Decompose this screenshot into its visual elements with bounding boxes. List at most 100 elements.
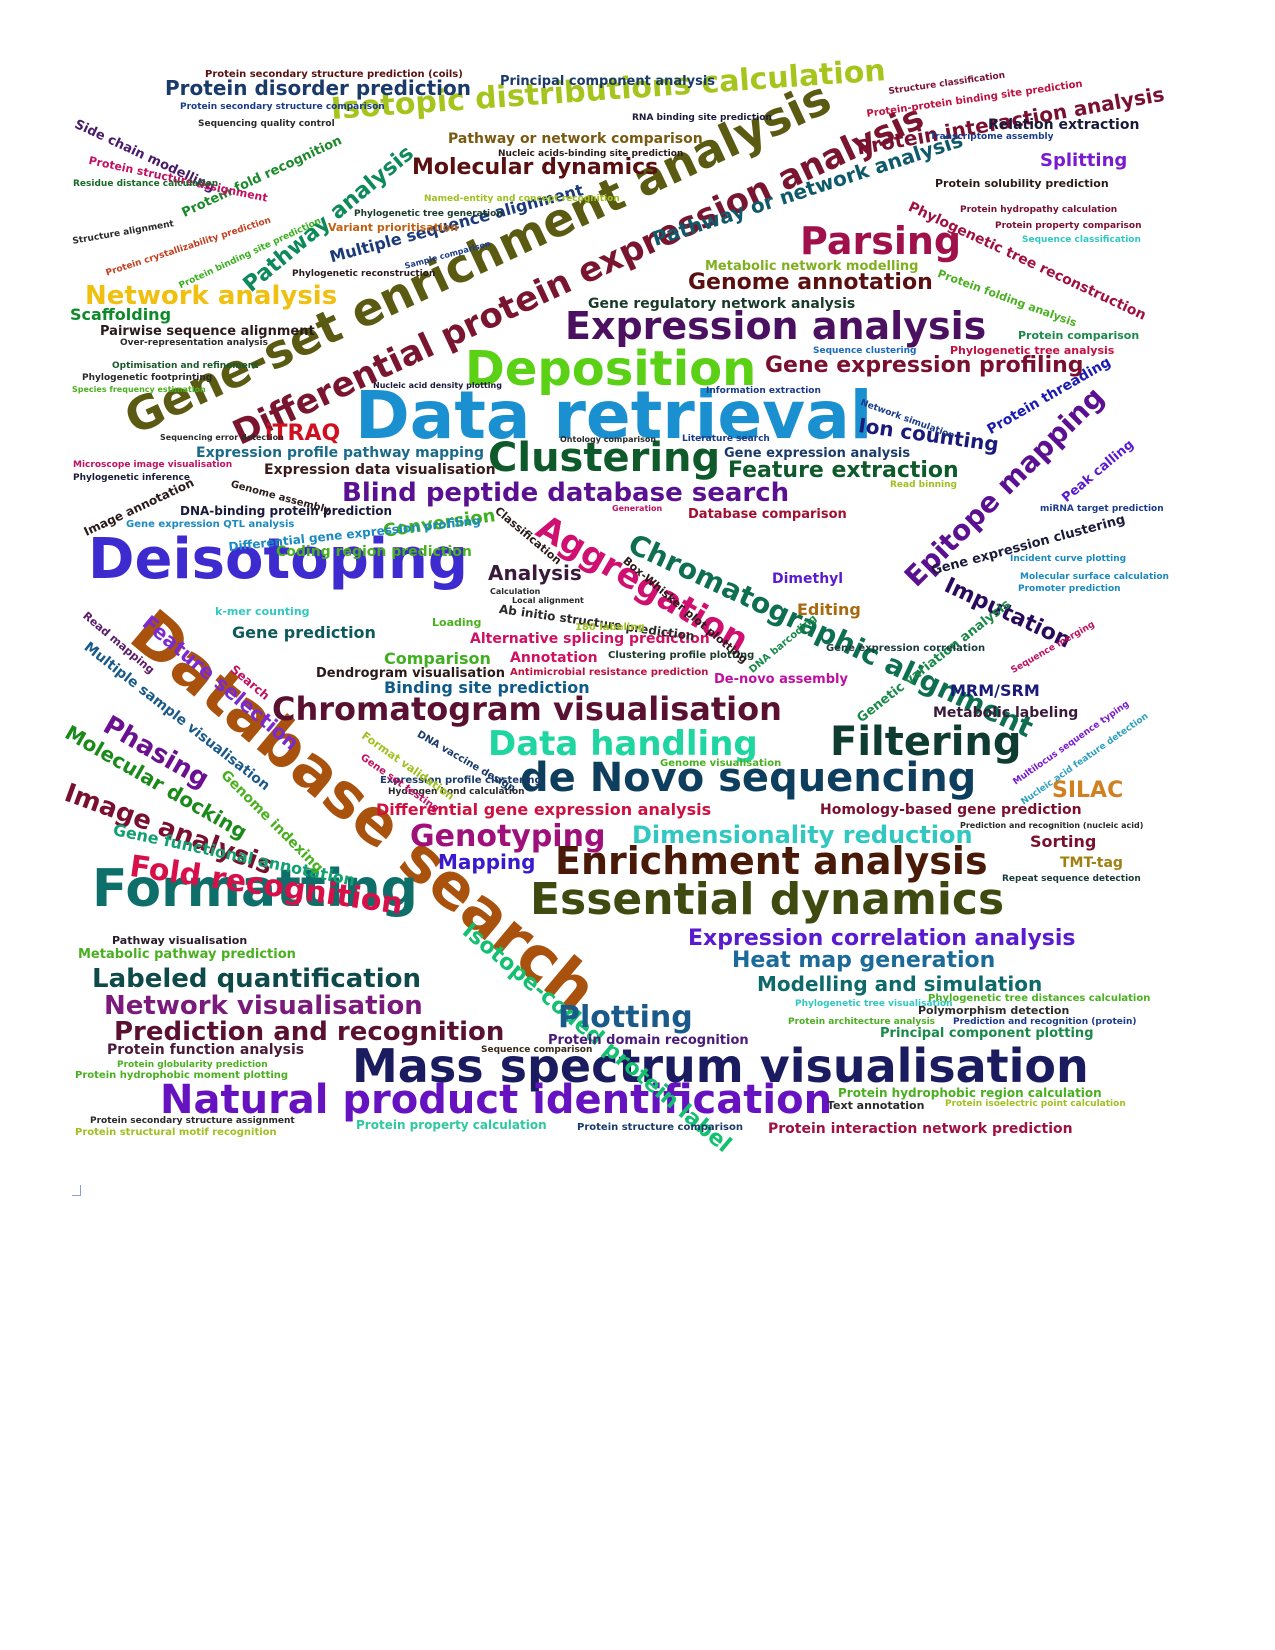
cloud-word: Deposition — [465, 341, 757, 397]
cloud-word: Genome visualisation — [660, 758, 782, 769]
cloud-word: Homology-based gene prediction — [820, 802, 1082, 818]
cloud-word: Scaffolding — [70, 305, 172, 324]
cloud-word: Deisotoping — [88, 527, 468, 592]
cloud-word: SILAC — [1052, 778, 1124, 803]
cloud-word: Expression profile clustering — [380, 775, 542, 786]
cloud-word: Protein domain recognition — [548, 1033, 749, 1048]
cloud-word: Network analysis — [85, 281, 338, 311]
cloud-word: Read binning — [890, 480, 957, 490]
cloud-word: Enrichment analysis — [555, 839, 988, 883]
cloud-word: Protein isoelectric point calculation — [945, 1099, 1126, 1109]
cloud-word: Protein structure comparison — [577, 1122, 743, 1133]
cloud-word: Generation — [612, 504, 663, 513]
cloud-word: Data handling — [488, 724, 758, 764]
cloud-word: Prediction and recognition (protein) — [953, 1017, 1137, 1027]
cloud-word: Sequencing error detection — [160, 433, 284, 442]
cloud-word: Plotting — [558, 1000, 693, 1035]
cloud-word: DNA-binding protein prediction — [180, 504, 393, 518]
cloud-word: Protein hydrophobic region calculation — [838, 1086, 1102, 1100]
cloud-word: Sequence classification — [1022, 235, 1141, 245]
cloud-word: Phylogenetic tree visualisation — [795, 999, 953, 1009]
cloud-word: Parsing — [800, 219, 962, 263]
cloud-word: Variant prioritisation — [328, 221, 459, 234]
cloud-word: Editing — [797, 600, 861, 619]
cloud-word: Transcriptome assembly — [930, 132, 1054, 142]
cloud-word: Gene regulatory network analysis — [588, 296, 856, 312]
cloud-word: Over-representation analysis — [120, 338, 268, 348]
cloud-word: Metabolic pathway prediction — [78, 947, 296, 962]
cloud-word: Gene expression correlation — [826, 643, 986, 654]
cloud-word: Incident curve plotting — [1010, 554, 1127, 564]
cloud-word: Differential gene expression analysis — [376, 800, 712, 819]
cloud-word: Phylogenetic reconstruction — [292, 269, 436, 279]
cloud-word: Protein globularity prediction — [117, 1060, 268, 1070]
cloud-word: Pairwise sequence alignment — [100, 324, 315, 339]
cloud-word: Protein solubility prediction — [935, 177, 1109, 190]
cloud-word: Protein disorder prediction — [165, 76, 471, 100]
cloud-word: Protein property calculation — [356, 1118, 547, 1132]
cloud-word: RNA binding site prediction — [632, 113, 772, 123]
cloud-word: Polymorphism detection — [918, 1004, 1070, 1017]
cloud-word: Principal component plotting — [880, 1026, 1094, 1041]
cloud-word: Splitting — [1040, 150, 1128, 171]
cloud-word: Modelling and simulation — [757, 972, 1043, 996]
cloud-word: Optimisation and refinement — [112, 361, 259, 371]
cloud-word: Expression correlation analysis — [688, 926, 1076, 951]
cloud-word: Dimensionality reduction — [632, 821, 973, 849]
cloud-word: Sequence comparison — [481, 1045, 593, 1055]
cloud-word: k-mer counting — [215, 605, 310, 618]
cloud-word: Mapping — [438, 850, 536, 874]
cloud-word: Essential dynamics — [530, 874, 1005, 925]
cloud-word: Phylogenetic inference — [73, 473, 190, 483]
cloud-word: Protein function analysis — [107, 1042, 305, 1058]
cloud-word: Pathway or network comparison — [448, 131, 703, 147]
cloud-word: Protein hydropathy calculation — [960, 205, 1118, 215]
cloud-word: 180 labeling — [575, 622, 645, 633]
cloud-word: Expression analysis — [565, 304, 987, 348]
cloud-word: Structure alignment — [71, 219, 175, 247]
cloud-word: Protein structural motif recognition — [75, 1127, 277, 1138]
corner-mark-icon — [72, 1185, 81, 1196]
cloud-word: Metabolic network modelling — [705, 259, 919, 274]
cloud-word: Filtering — [830, 719, 1022, 765]
cloud-word: Sequence clustering — [813, 346, 917, 356]
cloud-word: Binding site prediction — [384, 678, 590, 697]
cloud-word: Labeled quantification — [92, 964, 422, 994]
cloud-word: iTRAQ — [265, 421, 341, 446]
cloud-word: TMT-tag — [1060, 855, 1123, 871]
cloud-word: Principal component analysis — [500, 74, 716, 89]
cloud-word: Molecular dynamics — [412, 155, 659, 180]
cloud-word: Gene expression QTL analysis — [126, 519, 295, 530]
cloud-word: Residue distance calculation — [73, 179, 219, 189]
cloud-word: Clustering — [488, 435, 721, 481]
cloud-word: Network visualisation — [104, 991, 423, 1021]
cloud-word: Formatting — [92, 859, 418, 919]
cloud-word: Phylogenetic tree analysis — [950, 344, 1115, 357]
cloud-word: Genotyping — [410, 819, 606, 854]
cloud-word: Sequencing quality control — [198, 119, 335, 129]
cloud-word: Expression data visualisation — [264, 462, 496, 478]
cloud-word: Protein secondary structure comparison — [180, 102, 385, 112]
cloud-word: Database comparison — [688, 507, 847, 522]
cloud-word: Dendrogram visualisation — [316, 666, 506, 681]
cloud-word: Annotation — [510, 650, 598, 666]
cloud-word: Mass spectrum visualisation — [352, 1039, 1089, 1093]
cloud-word: Named-entity and concept recognition — [424, 194, 620, 204]
cloud-word: Protein architecture analysis — [788, 1017, 936, 1027]
cloud-word: Data retrieval — [355, 377, 873, 454]
cloud-word: Heat map generation — [732, 948, 996, 973]
cloud-word: Prediction and recognition — [114, 1017, 505, 1047]
cloud-word: Feature extraction — [728, 458, 959, 483]
cloud-word: Phylogenetic tree distances calculation — [928, 993, 1151, 1004]
cloud-word: Blind peptide database search — [342, 478, 790, 508]
cloud-word: Chromatogram visualisation — [272, 690, 782, 728]
cloud-word: Gene prediction — [232, 623, 376, 642]
cloud-word: Clustering profile plotting — [608, 650, 755, 661]
cloud-word: Comparison — [384, 649, 491, 668]
cloud-word: MRM/SRM — [950, 681, 1040, 700]
cloud-word: Protein secondary structure assignment — [90, 1116, 295, 1126]
cloud-word: Literature search — [682, 434, 770, 444]
cloud-word: Sorting — [1030, 832, 1097, 851]
cloud-word: Antimicrobial resistance prediction — [510, 667, 709, 678]
